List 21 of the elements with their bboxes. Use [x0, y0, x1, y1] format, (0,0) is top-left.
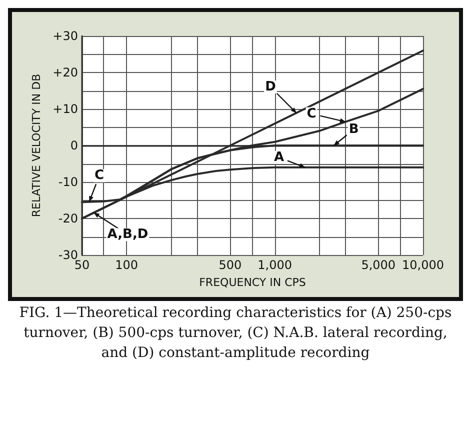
y-tick-label: +10 — [52, 102, 78, 116]
x-tick-label: 1,000 — [258, 258, 292, 272]
annotation: A — [274, 150, 284, 165]
annotation: C — [306, 106, 316, 122]
x-tick-label: 50 — [74, 258, 90, 272]
y-tick-label: +30 — [52, 29, 78, 43]
y-axis-title: RELATIVE VELOCITY IN DB — [30, 74, 43, 218]
caption: FIG. 1—Theoretical recording characteristics for (A) 250-cps turnover, (B) 500-cps turnover, (C) N.A.B. lateral recording, and (D) constant-amplitude recording — [18, 304, 453, 363]
y-tick-label: -20 — [58, 212, 78, 226]
y-tick-label: -10 — [58, 175, 78, 189]
x-axis-title: FREQUENCY IN CPS — [199, 276, 306, 289]
x-tick-label: 500 — [218, 258, 242, 272]
annotation: B — [348, 122, 359, 137]
x-tick-label: 10,000 — [402, 258, 444, 272]
y-tick-label: 0 — [70, 138, 78, 152]
annotation: D — [265, 80, 276, 95]
x-tick-label: 100 — [115, 258, 138, 272]
annotation: C — [94, 168, 104, 184]
annotation: A,B,D — [107, 227, 148, 242]
y-tick-label: +20 — [52, 66, 78, 80]
x-tick-label: 5,000 — [361, 258, 396, 272]
